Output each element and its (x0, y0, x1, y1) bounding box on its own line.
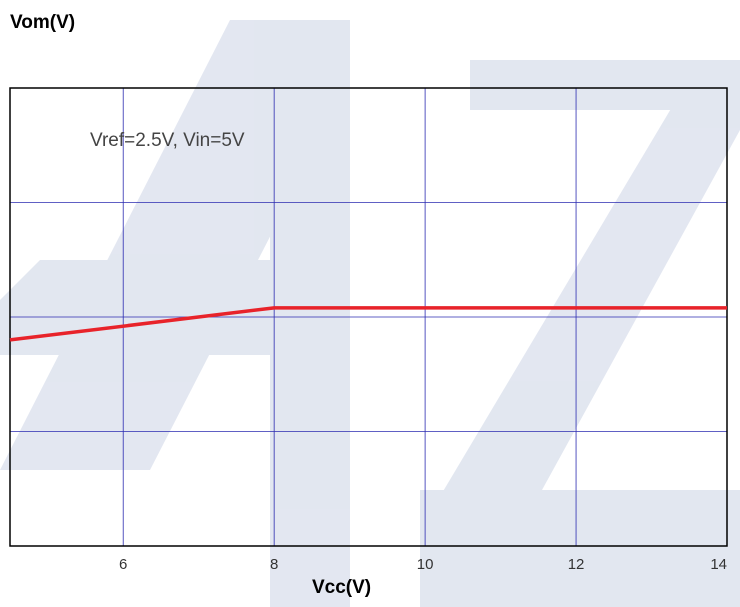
x-tick-labels: 6 8 10 12 14 (119, 556, 727, 573)
y-axis-label: Vom(V) (10, 12, 76, 33)
x-tick-label: 12 (568, 556, 585, 573)
x-tick-label: 10 (417, 556, 434, 573)
series-line (9, 306, 727, 342)
series-layer (9, 306, 727, 342)
x-tick-label: 6 (119, 556, 127, 573)
x-tick-label: 14 (710, 556, 727, 573)
chart-annotation: Vref=2.5V, Vin=5V (90, 130, 245, 151)
x-axis-label: Vcc(V) (312, 577, 372, 598)
x-tick-label: 8 (270, 556, 278, 573)
grid-lines (10, 88, 727, 546)
plot-frame (9, 87, 728, 547)
